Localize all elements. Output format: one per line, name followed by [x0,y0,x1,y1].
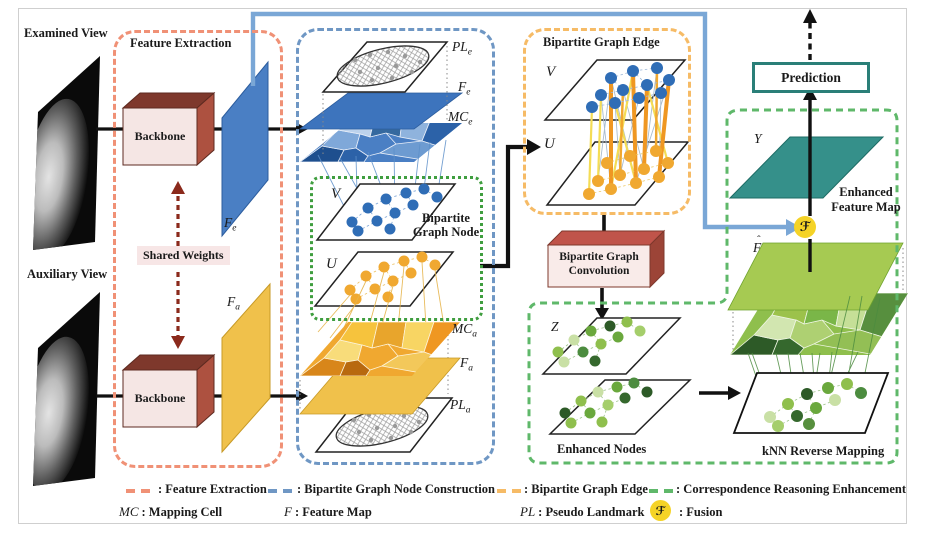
mapping-cell-auxiliary-layer [300,322,460,376]
backbone-bottom-label: Backbone [134,391,186,405]
legend-feature-extraction: : Feature Extraction [158,482,267,496]
convolution-label: Bipartite Graph Convolution [559,251,639,277]
fusion-icon: ℱ [794,216,816,238]
pseudo-landmark-examined-layer [321,41,449,93]
backbone-box-top [121,91,216,167]
legend-dash-edge [497,489,522,493]
pseudo-landmark-auxiliary-layer [314,397,454,453]
legend-enhancement: : Correspondence Reasoning Enhancement [676,482,906,496]
legend-term-mc: MC: Mapping Cell [119,503,222,521]
legend-dash-feature-extraction [126,489,151,493]
legend-edge: : Bipartite Graph Edge [524,482,648,496]
edge-module-title: Bipartite Graph Edge [543,35,660,49]
mca-layer-label: MCa [452,321,477,340]
feature-map-auxiliary-plane [221,282,271,454]
edge-v-label: V [546,64,556,80]
examined-mammogram [33,56,100,250]
figure-border [18,8,907,524]
f-symbol: F [284,504,292,519]
bipartite-graph-node-box [310,176,483,321]
fe-label: Fe [224,215,237,234]
knn-label: kNN Reverse Mapping [762,444,885,458]
v-node-layer [315,183,457,241]
u-set-label: U [326,256,337,272]
auxiliary-view-label: Auxiliary View [27,267,108,281]
u-to-mca-mapping-lines [317,261,445,339]
shared-weights-label: Shared Weights [137,246,230,265]
z-node-layer [541,316,682,375]
legend-dash-enhancement [649,489,674,493]
enhanced-nodes-label: Enhanced Nodes [557,442,647,456]
edge-module-box [523,28,691,215]
legend-fusion-icon: ℱ [650,500,671,521]
f-definition: : Feature Map [294,505,372,519]
fe-layer-label: Fe [458,79,471,98]
feature-map-examined-mid-plane [298,92,464,130]
bipartite-graph-node-title: Bipartite Graph Node [412,211,480,239]
pl-definition: : Pseudo Landmark [538,505,645,519]
fusion-definition: : Fusion [679,505,723,519]
legend-node-construction: : Bipartite Graph Node Construction [297,482,495,496]
v-set-label: V [331,186,341,202]
pl-symbol: PL [520,504,536,519]
z-label: Z [551,319,559,334]
backbone-top-label: Backbone [134,129,186,143]
backbone-box-bottom [121,353,216,429]
legend-dash-node-construction [268,489,293,493]
auxiliary-mammogram [33,292,100,486]
legend-term-f: F: Feature Map [284,503,372,521]
feature-extraction-title: Feature Extraction [130,36,232,50]
node-construction-box [296,28,495,465]
pla-layer-label: PLa [450,397,471,416]
mc-symbol: MC [119,504,139,519]
legend-term-fusion: : Fusion [679,503,722,521]
fa-layer-label: Fa [460,355,473,374]
fa-label: Fa [227,294,240,313]
prediction-box: Prediction [752,62,870,93]
mc-definition: : Mapping Cell [141,505,223,519]
enhanced-node-layer [548,377,692,435]
y-label: Y [754,131,762,146]
examined-view-label: Examined View [24,26,108,40]
edge-u-label: U [544,136,555,152]
ple-layer-label: PLe [452,39,472,58]
knn-node-layer [732,372,890,434]
feature-extraction-box [113,30,283,468]
legend-term-pl: PL: Pseudo Landmark [520,503,644,521]
mce-layer-label: MCe [448,109,473,128]
enhanced-feature-map-label: Enhanced Feature Map [831,185,901,214]
